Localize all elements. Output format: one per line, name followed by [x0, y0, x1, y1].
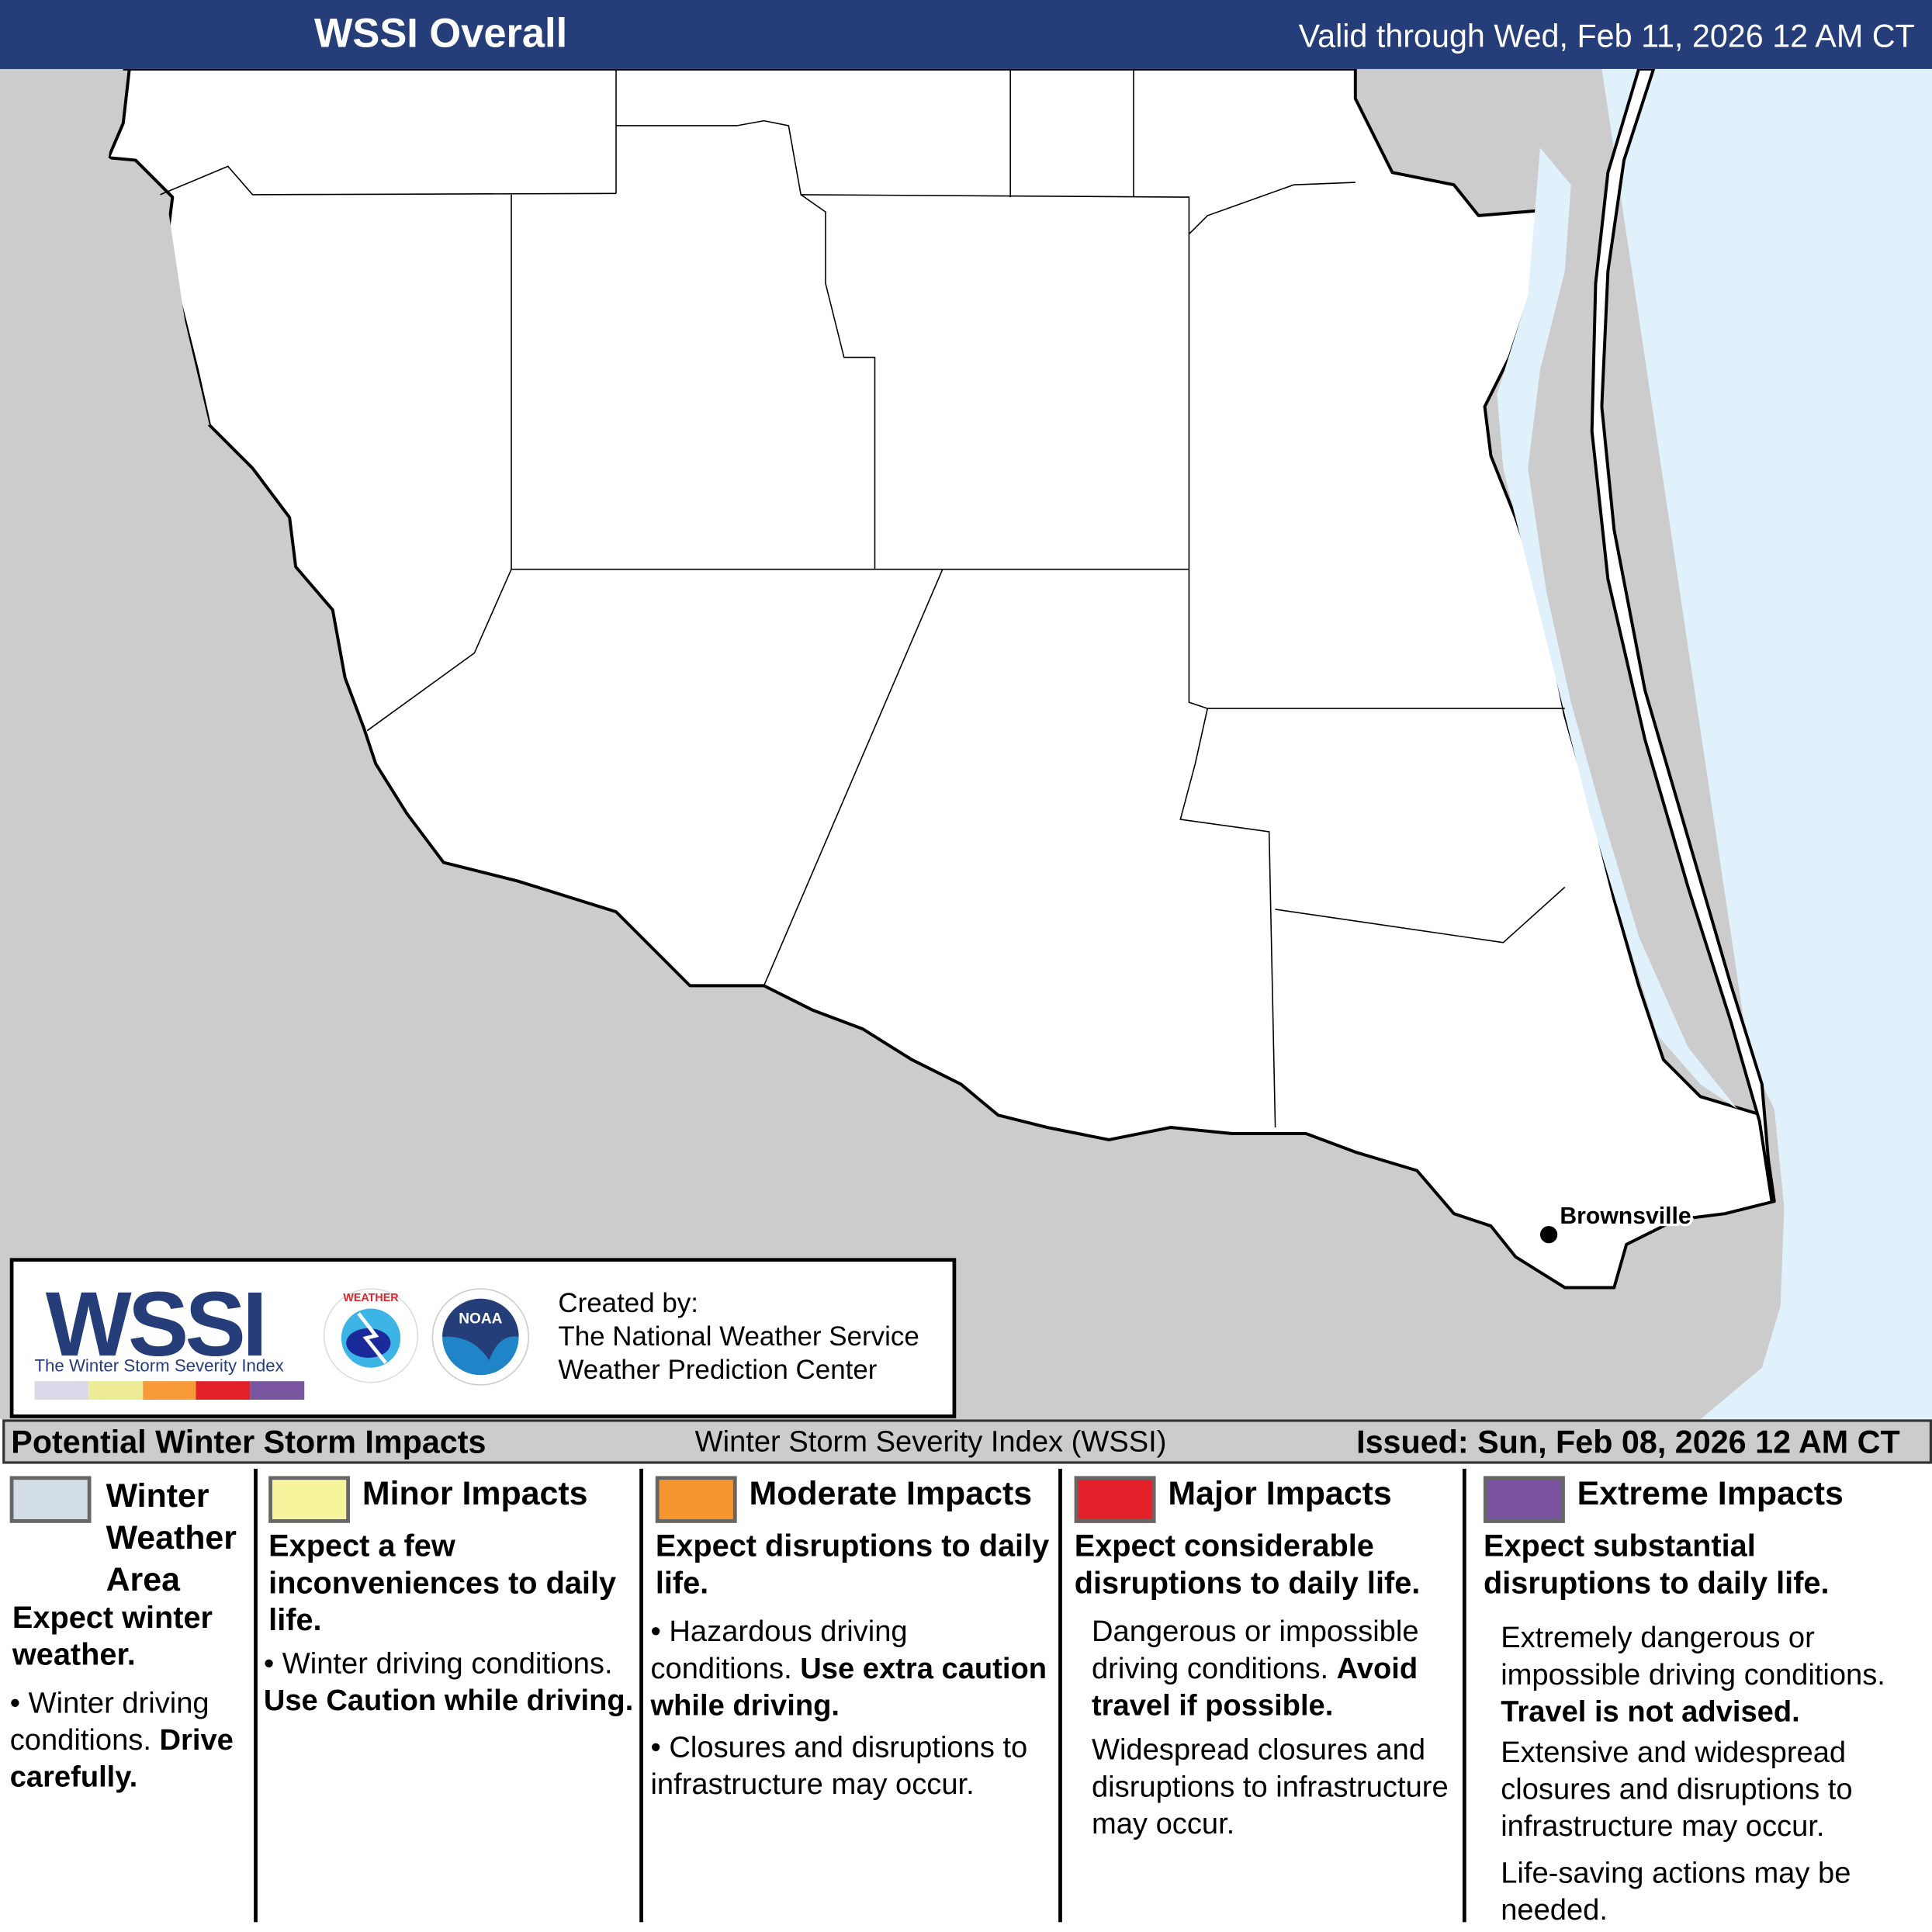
legend-extreme-impacts: Extreme Impacts Expect substantial disru… [1469, 1464, 1932, 1927]
legend-title: Moderate Impacts [749, 1474, 1033, 1512]
legend-bullet: • Winter driving conditions. Drive caref… [9, 1686, 234, 1795]
legend-bullet: Life-saving actions may be needed. [1501, 1857, 1851, 1927]
legend-bullet: • Hazardous driving conditions. Use extr… [650, 1615, 1047, 1723]
legend-summary: Expect disruptions to daily life. [655, 1529, 1050, 1601]
legend-title: Extreme Impacts [1577, 1474, 1844, 1512]
swatch-major [1074, 1476, 1156, 1523]
brownsville-marker [1540, 1226, 1558, 1244]
map-title: WSSI Overall [313, 9, 568, 56]
legend-moderate-impacts: Moderate Impacts Expect disruptions to d… [646, 1464, 1057, 1923]
legend-summary: Expect substantial disruptions to daily … [1483, 1529, 1830, 1601]
valid-time: Valid through Wed, Feb 11, 2026 12 AM CT [1298, 17, 1915, 54]
legend-index-name: Winter Storm Severity Index (WSSI) [694, 1425, 1167, 1459]
legend-summary: Expect a few inconveniences to daily lif… [268, 1529, 617, 1638]
barrier-island [1590, 68, 1774, 1202]
legend-bullet: • Winter driving conditions. Use Caution… [263, 1647, 634, 1718]
legend-bullet: Extensive and widespread closures and di… [1501, 1736, 1853, 1844]
issued-time: Issued: Sun, Feb 08, 2026 12 AM CT [1356, 1423, 1900, 1460]
swatch-extreme [1483, 1476, 1565, 1523]
county-lines [160, 68, 1566, 1128]
legend-bullet: Dangerous or impossible driving conditio… [1091, 1615, 1419, 1723]
legend-summary: Expect winter weather. [12, 1600, 213, 1672]
title-bar: WSSI Overall Valid through Wed, Feb 11, … [0, 0, 1932, 69]
texas-land [0, 68, 1776, 1290]
divider [1462, 1468, 1466, 1923]
swatch-moderate [655, 1476, 737, 1523]
city-label: Brownsville [1560, 1203, 1691, 1229]
svg-text:WEATHER: WEATHER [343, 1292, 399, 1304]
legend-title: Potential Winter Storm Impacts [11, 1423, 486, 1460]
created-by: Created by: The National Weather Service… [558, 1286, 919, 1387]
wssi-logo-subtitle: The Winter Storm Severity Index [34, 1355, 284, 1376]
legend-bullet: Widespread closures and disruptions to i… [1091, 1733, 1449, 1841]
svg-text:NOAA: NOAA [459, 1311, 502, 1328]
credits-box: WSSI The Winter Storm Severity Index WEA… [9, 1258, 957, 1418]
legend-title: Minor Impacts [362, 1474, 588, 1512]
legend-title: Major Impacts [1168, 1474, 1392, 1512]
legend-bullet: Extremely dangerous or impossible drivin… [1501, 1621, 1885, 1729]
wssi-color-bar [34, 1381, 305, 1400]
legend-bullet: • Closures and disruptions to infrastruc… [650, 1731, 1028, 1802]
legend-title: Winter Weather Area [106, 1477, 237, 1598]
swatch-winter-weather-area [9, 1476, 92, 1523]
legend-header: Potential Winter Storm Impacts Winter St… [2, 1419, 1932, 1464]
divider [1058, 1468, 1062, 1923]
map: Brownsville [0, 68, 1932, 1420]
org-wpc: Weather Prediction Center [558, 1354, 878, 1385]
legend-minor-impacts: Minor Impacts Expect a few inconvenience… [258, 1464, 638, 1923]
gulf-water [1601, 68, 1932, 1420]
noaa-logo-icon: NOAA [431, 1288, 530, 1386]
org-nws: The National Weather Service [558, 1321, 919, 1352]
wssi-logo: WSSI [45, 1272, 268, 1376]
nws-logo-icon: WEATHER [323, 1288, 419, 1383]
legend-winter-weather-area: Winter Weather Area Expect winter weathe… [0, 1464, 254, 1923]
swatch-minor [268, 1476, 350, 1523]
mexico-left-shading [0, 68, 209, 425]
laguna-madre [1497, 147, 1738, 1110]
impact-legend: Winter Weather Area Expect winter weathe… [0, 1464, 1932, 1932]
legend-summary: Expect considerable disruptions to daily… [1074, 1529, 1421, 1601]
divider [639, 1468, 643, 1923]
created-by-label: Created by: [558, 1287, 698, 1319]
divider [254, 1468, 258, 1923]
legend-major-impacts: Major Impacts Expect considerable disrup… [1065, 1464, 1461, 1923]
